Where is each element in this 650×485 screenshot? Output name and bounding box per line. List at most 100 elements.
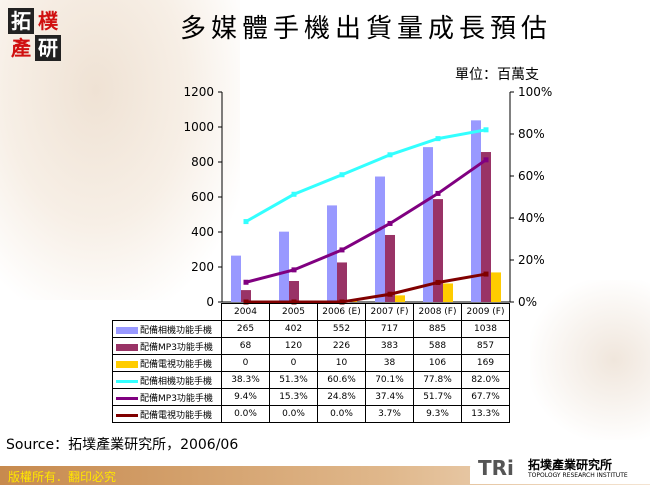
logo-char: 研 bbox=[35, 35, 61, 61]
left-tick-label: 800 bbox=[191, 155, 214, 169]
table-cell: 38 bbox=[365, 354, 414, 372]
table-cell: 885 bbox=[413, 320, 462, 338]
bar-1 bbox=[231, 255, 241, 302]
table-row: 配備電視功能手機 0.0% 0.0% 0.0% 3.7% 9.3% 13.3% bbox=[112, 405, 510, 423]
bar-2 bbox=[385, 234, 395, 302]
table-row: 配備相機功能手機 38.3% 51.3% 60.6% 70.1% 77.8% 82.0% bbox=[112, 371, 510, 389]
table-cell: 265 bbox=[221, 320, 270, 338]
bar-3 bbox=[395, 295, 405, 302]
legend-line-key bbox=[116, 379, 138, 383]
left-tick-label: 1200 bbox=[183, 85, 214, 99]
table-cell: 10 bbox=[317, 354, 366, 372]
table-cell: 70.1% bbox=[365, 371, 414, 389]
line-point-2 bbox=[483, 157, 489, 163]
category-label: 2009 (F) bbox=[461, 303, 510, 321]
series-name: 配備電視功能手機 bbox=[140, 410, 213, 421]
bar-3 bbox=[443, 283, 453, 302]
table-cell: 552 bbox=[317, 320, 366, 338]
logo-char: 樸 bbox=[38, 9, 58, 33]
copyright-text: 版權所有．翻印必究 bbox=[8, 470, 117, 484]
bar-2 bbox=[337, 262, 347, 302]
table-cell: 588 bbox=[413, 337, 462, 355]
category-label: 2008 (F) bbox=[413, 303, 462, 321]
table-cell: 402 bbox=[269, 320, 318, 338]
line-point-2 bbox=[339, 247, 345, 253]
line-point-2 bbox=[291, 267, 297, 273]
left-tick-label: 0 bbox=[206, 295, 214, 309]
table-cell: 1038 bbox=[461, 320, 510, 338]
table-row: 配備電視功能手機 0 0 10 38 106 169 bbox=[112, 354, 510, 372]
source-note: Source：拓墣產業研究所，2006/06 bbox=[6, 437, 239, 453]
table-cell: 67.7% bbox=[461, 388, 510, 406]
brand-name: 拓墣產業研究所 bbox=[528, 458, 613, 472]
table-cell: 169 bbox=[461, 354, 510, 372]
table-cell: 51.7% bbox=[413, 388, 462, 406]
line-point-1 bbox=[483, 127, 489, 133]
table-cell: 383 bbox=[365, 337, 414, 355]
brand-logo: TRi 拓墣產業研究所 TOPOLOGY RESEARCH INSTITUTE bbox=[470, 456, 650, 484]
line-point-2 bbox=[243, 279, 249, 285]
category-label: 2006 (E) bbox=[317, 303, 366, 321]
table-cell: 9.3% bbox=[413, 405, 462, 423]
bar-3 bbox=[491, 272, 501, 302]
bar-2 bbox=[481, 152, 491, 302]
line-point-1 bbox=[339, 172, 345, 178]
table-cell: 0 bbox=[269, 354, 318, 372]
legend-bar-key bbox=[116, 360, 138, 368]
table-cell: 717 bbox=[365, 320, 414, 338]
series-name: 配備相機功能手機 bbox=[140, 376, 213, 387]
legend-line-key bbox=[116, 396, 138, 400]
table-cell: 0.0% bbox=[269, 405, 318, 423]
table-cell: 37.4% bbox=[365, 388, 414, 406]
line-point-3 bbox=[435, 279, 441, 285]
bar-2 bbox=[241, 290, 251, 302]
left-tick-label: 200 bbox=[191, 260, 214, 274]
table-cell: 226 bbox=[317, 337, 366, 355]
table-cell: 24.8% bbox=[317, 388, 366, 406]
bar-2 bbox=[433, 199, 443, 302]
legend-bar-key bbox=[116, 343, 138, 351]
table-cell: 68 bbox=[221, 337, 270, 355]
right-tick-label: 100% bbox=[518, 85, 552, 99]
category-label: 2007 (F) bbox=[365, 303, 414, 321]
category-label: 2005 bbox=[269, 303, 318, 321]
line-point-3 bbox=[291, 299, 297, 305]
legend-line-key bbox=[116, 413, 138, 417]
line-point-1 bbox=[243, 219, 249, 225]
table-cell: 15.3% bbox=[269, 388, 318, 406]
table-cell: 106 bbox=[413, 354, 462, 372]
table-cell: 9.4% bbox=[221, 388, 270, 406]
right-tick-label: 0% bbox=[518, 295, 537, 309]
legend-entry: 配備電視功能手機 bbox=[112, 354, 222, 372]
page-title: 多媒體手機出貨量成長預估 bbox=[180, 14, 553, 44]
table-cell: 38.3% bbox=[221, 371, 270, 389]
logo-char: 拓 bbox=[8, 8, 34, 34]
line-point-3 bbox=[387, 291, 393, 297]
table-cell: 0.0% bbox=[221, 405, 270, 423]
logo: 拓 樸 產 研 bbox=[8, 8, 62, 62]
line-point-3 bbox=[483, 271, 489, 277]
brand-en: TOPOLOGY RESEARCH INSTITUTE bbox=[528, 472, 628, 479]
right-tick-label: 40% bbox=[518, 211, 545, 225]
legend-entry: 配備相機功能手機 bbox=[112, 320, 222, 338]
series-name: 配備相機功能手機 bbox=[140, 325, 213, 336]
bar-2 bbox=[289, 281, 299, 302]
bar-1 bbox=[375, 176, 385, 302]
table-cell: 0 bbox=[221, 354, 270, 372]
background-watermark bbox=[530, 280, 650, 440]
brand-mark: TRi bbox=[478, 456, 514, 480]
line-series-3 bbox=[246, 272, 487, 304]
table-cell: 13.3% bbox=[461, 405, 510, 423]
table-row: 配備MP3功能手機 9.4% 15.3% 24.8% 37.4% 51.7% 67.7% bbox=[112, 388, 510, 406]
table-cell: 51.3% bbox=[269, 371, 318, 389]
legend-entry: 配備MP3功能手機 bbox=[112, 388, 222, 406]
line-point-1 bbox=[291, 191, 297, 197]
table-cell: 82.0% bbox=[461, 371, 510, 389]
line-point-2 bbox=[387, 220, 393, 226]
table-cell: 120 bbox=[269, 337, 318, 355]
table-row: 配備相機功能手機 265 402 552 717 885 1038 bbox=[112, 320, 510, 338]
line-series-1 bbox=[245, 128, 487, 223]
chart: 0 200 400 600 800 1000 1200 0% 20% 40% 60% 80% 100% bbox=[183, 85, 552, 309]
line-point-1 bbox=[387, 152, 393, 158]
line-point-2 bbox=[435, 190, 441, 196]
